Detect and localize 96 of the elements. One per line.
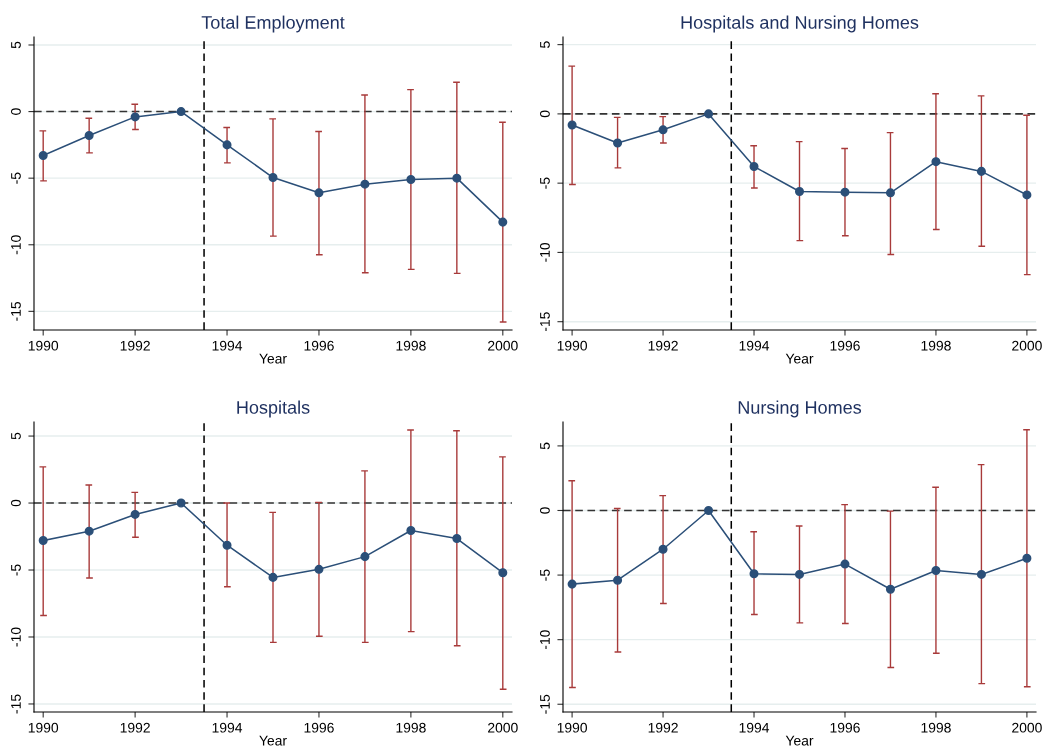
x-tick-label: 1996 [830, 340, 860, 351]
point [452, 173, 462, 183]
point [885, 584, 895, 594]
x-axis-title: Year [259, 353, 287, 364]
point [613, 138, 623, 148]
point [268, 572, 278, 582]
y-tick-label: 5 [540, 442, 550, 450]
y-tick-label: -5 [540, 177, 550, 189]
point [130, 509, 140, 519]
y-tick-label: -5 [11, 172, 21, 184]
x-tick-label: 1990 [28, 340, 59, 351]
y-tick-label: -5 [11, 564, 21, 576]
point [567, 120, 577, 130]
y-tick-label: -10 [11, 235, 21, 255]
x-tick-label: 1998 [396, 722, 426, 733]
x-tick-label: 1990 [557, 722, 587, 733]
point [176, 498, 186, 508]
point [314, 564, 324, 574]
x-tick-label: 1998 [921, 340, 951, 351]
point [704, 505, 714, 516]
point [38, 151, 48, 161]
x-tick-label: 1992 [120, 340, 150, 351]
x-tick-label: 2000 [1012, 722, 1042, 733]
point [84, 526, 94, 536]
y-tick-label: 0 [540, 507, 550, 514]
point [794, 569, 805, 579]
point [38, 536, 48, 546]
x-tick-label: 1992 [648, 722, 678, 733]
x-tick-label: 2000 [488, 722, 518, 733]
point [268, 172, 278, 183]
y-tick-label: -10 [540, 242, 550, 262]
y-tick-label: 0 [11, 108, 21, 115]
x-tick-label: 1996 [830, 722, 860, 733]
point [360, 552, 370, 562]
point [749, 162, 759, 172]
chart-title: Nursing Homes [738, 400, 862, 418]
x-tick-label: 1996 [304, 340, 334, 351]
point [176, 107, 186, 117]
point [222, 140, 232, 150]
point [360, 179, 370, 189]
y-tick-label: -5 [540, 569, 550, 581]
point [613, 575, 623, 585]
point [931, 566, 941, 576]
x-tick-label: 1998 [921, 722, 951, 733]
point [840, 559, 850, 569]
point [406, 174, 416, 185]
x-tick-label: 1998 [396, 340, 426, 351]
x-tick-label: 2000 [488, 340, 518, 351]
point [1022, 553, 1032, 563]
point [931, 157, 941, 167]
x-tick-label: 1996 [304, 722, 334, 733]
y-tick-label: -15 [540, 694, 550, 714]
point [1022, 190, 1032, 200]
x-tick-label: 1992 [120, 722, 150, 733]
point [976, 569, 986, 579]
point [222, 540, 232, 550]
point [567, 579, 577, 589]
point [749, 569, 759, 579]
point [498, 568, 508, 578]
point [885, 188, 895, 198]
point [84, 131, 94, 141]
chart-title: Hospitals and Nursing Homes [681, 15, 919, 33]
x-tick-label: 1994 [212, 722, 243, 733]
x-tick-label: 1990 [557, 340, 587, 351]
chart-title: Hospitals [237, 400, 310, 418]
x-axis-title: Year [785, 735, 814, 746]
y-tick-label: 5 [540, 41, 550, 48]
x-tick-label: 1990 [28, 722, 59, 733]
y-tick-label: -15 [11, 694, 21, 714]
x-axis-title: Year [259, 735, 287, 746]
x-tick-label: 1994 [739, 722, 770, 733]
x-tick-label: 1994 [739, 340, 770, 351]
point [406, 525, 416, 536]
chart-title: Total Employment [201, 15, 345, 33]
y-tick-label: -10 [11, 627, 21, 647]
point [658, 125, 668, 135]
point [976, 166, 986, 176]
point [658, 544, 668, 554]
x-tick-label: 1994 [212, 340, 243, 351]
x-axis-title: Year [785, 353, 814, 364]
y-tick-label: -10 [540, 630, 550, 650]
point [794, 186, 805, 196]
x-tick-label: 1992 [648, 340, 678, 351]
y-tick-label: 5 [11, 432, 21, 440]
y-tick-label: 0 [540, 110, 550, 118]
point [130, 112, 140, 122]
point [840, 187, 850, 197]
point [498, 217, 508, 227]
point [314, 188, 324, 198]
y-tick-label: 0 [11, 499, 21, 507]
y-tick-label: -15 [540, 312, 550, 332]
y-tick-label: 5 [11, 41, 21, 49]
x-tick-label: 2000 [1012, 340, 1042, 351]
point [452, 534, 462, 544]
y-tick-label: -15 [11, 301, 21, 321]
point [704, 109, 714, 119]
